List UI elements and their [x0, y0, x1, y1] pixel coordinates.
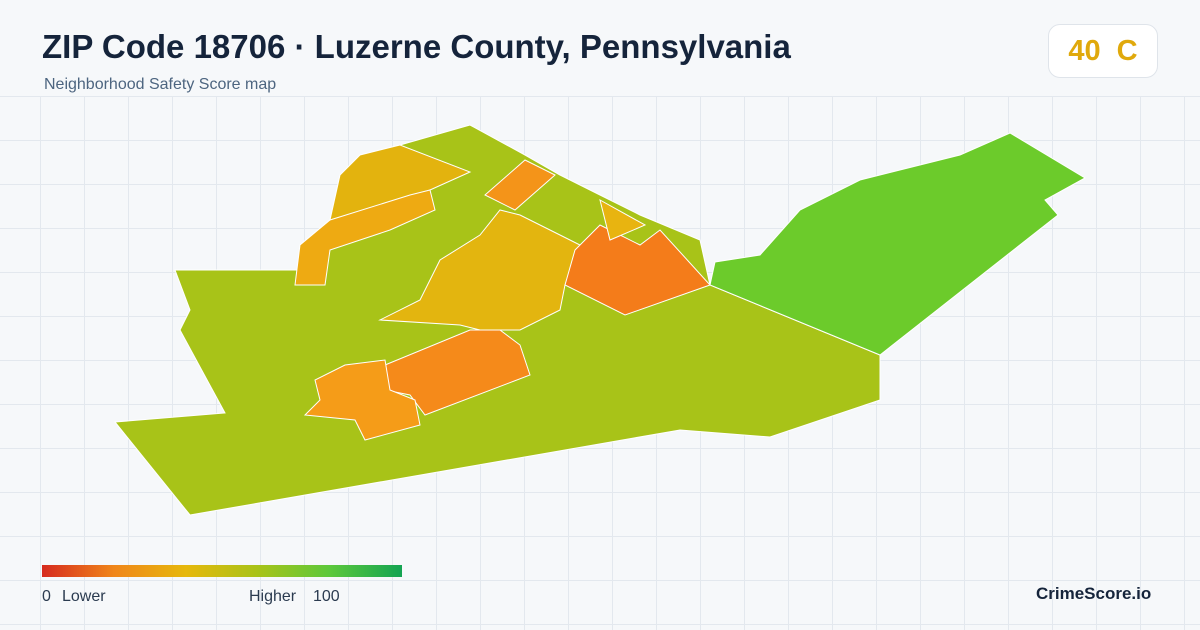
score-badge: 40 C — [1048, 24, 1158, 78]
legend-bar — [42, 565, 402, 577]
legend-max-label: Higher — [249, 588, 297, 605]
score-grade: C — [1116, 34, 1138, 67]
title: ZIP Code 18706 · Luzerne County, Pennsyl… — [42, 28, 791, 65]
legend-min: 0 — [42, 588, 51, 605]
score-value: 40 — [1068, 34, 1101, 67]
subtitle: Neighborhood Safety Score map — [44, 76, 277, 93]
region — [484, 159, 556, 211]
region — [599, 199, 647, 241]
region — [303, 359, 421, 441]
header: ZIP Code 18706 · Luzerne County, Pennsyl… — [0, 0, 1200, 97]
region — [564, 224, 711, 316]
region — [294, 189, 436, 286]
brand: CrimeScore.io — [1036, 584, 1152, 603]
legend-max: 100 — [313, 588, 340, 605]
legend-min-label: Lower — [62, 588, 106, 605]
region — [709, 132, 1087, 356]
